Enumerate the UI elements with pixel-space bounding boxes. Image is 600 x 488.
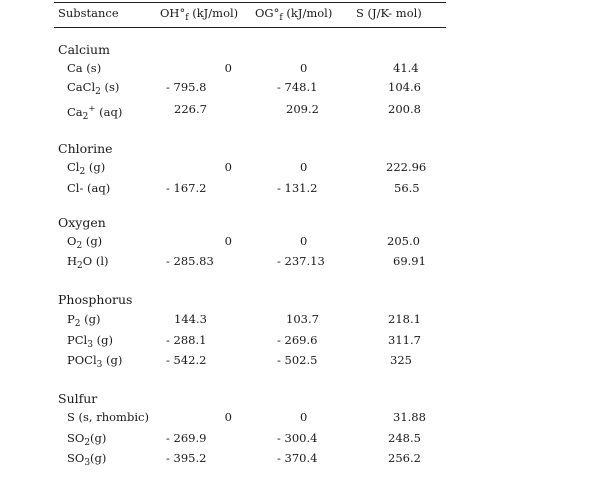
entropy-o2: 205.0 — [387, 234, 420, 248]
header-entropy: S (J/K- mol) — [356, 6, 422, 20]
enthalpy-ca2-ion: 226.7 — [174, 102, 207, 116]
enthalpy-pcl3: - 288.1 — [166, 333, 207, 347]
gibbs-so2: - 300.4 — [277, 431, 318, 445]
gibbs-ca-s: 0 — [300, 61, 308, 75]
enthalpy-cl2: 0 — [224, 160, 232, 174]
substance-ca2-ion: Ca2+ (aq) — [67, 104, 123, 122]
entropy-ca2-ion: 200.8 — [388, 102, 421, 116]
enthalpy-o2: 0 — [224, 234, 232, 248]
enthalpy-pocl3: - 542.2 — [166, 353, 207, 367]
gibbs-ca2-ion: 209.2 — [286, 102, 319, 116]
section-chlorine: Chlorine — [58, 141, 113, 156]
header-substance: Substance — [58, 6, 119, 20]
substance-cl2: Cl2 (g) — [67, 160, 106, 177]
gibbs-cl2: 0 — [300, 160, 308, 174]
gibbs-p2: 103.7 — [286, 312, 319, 326]
entropy-p2: 218.1 — [388, 312, 421, 326]
entropy-pcl3: 311.7 — [388, 333, 421, 347]
enthalpy-h2o: - 285.83 — [166, 254, 214, 268]
gibbs-cl-ion: - 131.2 — [277, 181, 318, 195]
substance-pocl3: POCl3 (g) — [67, 353, 123, 370]
gibbs-s-rhombic: 0 — [300, 410, 308, 424]
section-oxygen: Oxygen — [58, 215, 106, 230]
enthalpy-s-rhombic: 0 — [224, 410, 232, 424]
entropy-h2o: 69.91 — [393, 254, 426, 268]
enthalpy-cacl2: - 795.8 — [166, 80, 207, 94]
section-sulfur: Sulfur — [58, 391, 98, 406]
section-phosphorus: Phosphorus — [58, 292, 133, 307]
header-enthalpy: OH°f (kJ/mol) — [160, 6, 239, 23]
header-gibbs: OG°f (kJ/mol) — [255, 6, 333, 23]
enthalpy-so2: - 269.9 — [166, 431, 207, 445]
enthalpy-p2: 144.3 — [174, 312, 207, 326]
substance-ca-s: Ca (s) — [67, 61, 102, 75]
gibbs-cacl2: - 748.1 — [277, 80, 318, 94]
gibbs-so3: - 370.4 — [277, 451, 318, 465]
substance-o2: O2 (g) — [67, 234, 103, 251]
entropy-ca-s: 41.4 — [393, 61, 419, 75]
gibbs-h2o: - 237.13 — [277, 254, 325, 268]
enthalpy-so3: - 395.2 — [166, 451, 207, 465]
gibbs-pcl3: - 269.6 — [277, 333, 318, 347]
entropy-so2: 248.5 — [388, 431, 421, 445]
substance-cl-ion: Cl- (aq) — [67, 181, 111, 195]
entropy-cl2: 222.96 — [386, 160, 427, 174]
substance-h2o: H2O (l) — [67, 254, 109, 271]
substance-so2: SO2(g) — [67, 431, 107, 448]
header-rule — [54, 27, 446, 28]
gibbs-pocl3: - 502.5 — [277, 353, 318, 367]
substance-p2: P2 (g) — [67, 312, 101, 329]
entropy-cacl2: 104.6 — [388, 80, 421, 94]
entropy-pocl3: 325 — [390, 353, 412, 367]
enthalpy-cl-ion: - 167.2 — [166, 181, 207, 195]
section-calcium: Calcium — [58, 42, 110, 57]
entropy-so3: 256.2 — [388, 451, 421, 465]
substance-cacl2: CaCl2 (s) — [67, 80, 120, 97]
entropy-cl-ion: 56.5 — [394, 181, 420, 195]
substance-s-rhombic: S (s, rhombic) — [67, 410, 149, 424]
substance-so3: SO3(g) — [67, 451, 107, 468]
top-rule — [54, 2, 446, 3]
enthalpy-ca-s: 0 — [224, 61, 232, 75]
gibbs-o2: 0 — [300, 234, 308, 248]
substance-pcl3: PCl3 (g) — [67, 333, 113, 350]
entropy-s-rhombic: 31.88 — [393, 410, 426, 424]
